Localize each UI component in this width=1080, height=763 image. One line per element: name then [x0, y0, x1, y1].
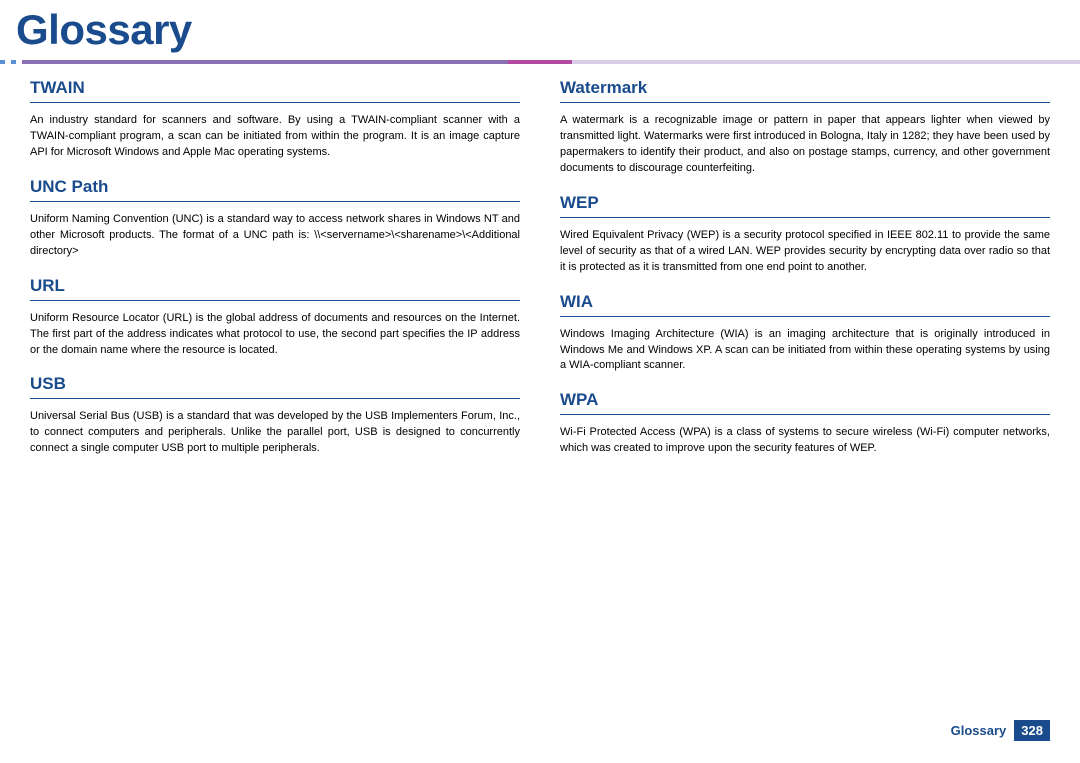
glossary-term: Watermark: [560, 78, 1050, 103]
tab-strip: [0, 60, 1080, 64]
glossary-entry: UNC Path Uniform Naming Convention (UNC)…: [30, 177, 520, 260]
glossary-entry: URL Uniform Resource Locator (URL) is th…: [30, 276, 520, 359]
glossary-definition: Uniform Naming Convention (UNC) is a sta…: [30, 212, 520, 260]
footer-page-number: 328: [1014, 720, 1050, 741]
tab-segment: [572, 60, 1080, 64]
glossary-entry: TWAIN An industry standard for scanners …: [30, 78, 520, 161]
content-area: TWAIN An industry standard for scanners …: [30, 78, 1050, 703]
glossary-definition: Universal Serial Bus (USB) is a standard…: [30, 409, 520, 457]
glossary-term: TWAIN: [30, 78, 520, 103]
glossary-term: WPA: [560, 390, 1050, 415]
glossary-definition: Windows Imaging Architecture (WIA) is an…: [560, 327, 1050, 375]
glossary-definition: Uniform Resource Locator (URL) is the gl…: [30, 311, 520, 359]
glossary-entry: WEP Wired Equivalent Privacy (WEP) is a …: [560, 193, 1050, 276]
glossary-definition: A watermark is a recognizable image or p…: [560, 113, 1050, 177]
glossary-term: UNC Path: [30, 177, 520, 202]
glossary-term: USB: [30, 374, 520, 399]
glossary-entry: USB Universal Serial Bus (USB) is a stan…: [30, 374, 520, 457]
glossary-definition: An industry standard for scanners and so…: [30, 113, 520, 161]
glossary-term: WEP: [560, 193, 1050, 218]
glossary-entry: WIA Windows Imaging Architecture (WIA) i…: [560, 292, 1050, 375]
tab-segment: [508, 60, 573, 64]
page-title: Glossary: [16, 6, 192, 54]
glossary-entry: Watermark A watermark is a recognizable …: [560, 78, 1050, 177]
left-column: TWAIN An industry standard for scanners …: [30, 78, 520, 703]
glossary-term: WIA: [560, 292, 1050, 317]
tab-segment: [22, 60, 508, 64]
glossary-definition: Wi-Fi Protected Access (WPA) is a class …: [560, 425, 1050, 457]
glossary-term: URL: [30, 276, 520, 301]
glossary-definition: Wired Equivalent Privacy (WEP) is a secu…: [560, 228, 1050, 276]
footer-label: Glossary: [951, 723, 1007, 738]
footer: Glossary 328: [951, 720, 1050, 741]
glossary-entry: WPA Wi-Fi Protected Access (WPA) is a cl…: [560, 390, 1050, 457]
right-column: Watermark A watermark is a recognizable …: [560, 78, 1050, 703]
